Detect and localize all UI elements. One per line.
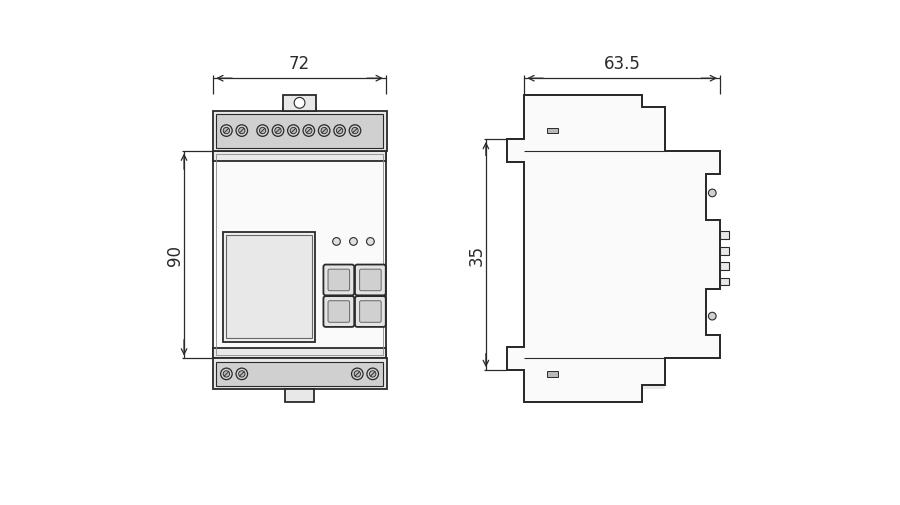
Bar <box>216 362 383 386</box>
Circle shape <box>288 126 299 137</box>
FancyBboxPatch shape <box>323 296 355 327</box>
Circle shape <box>352 368 363 380</box>
Circle shape <box>333 238 340 246</box>
Bar <box>213 152 386 359</box>
Bar <box>213 348 386 359</box>
Circle shape <box>220 368 232 380</box>
Bar <box>213 152 386 162</box>
Bar <box>720 278 729 286</box>
FancyBboxPatch shape <box>323 265 355 296</box>
Circle shape <box>303 126 315 137</box>
Bar <box>212 359 387 389</box>
Bar <box>216 115 383 148</box>
Circle shape <box>366 238 374 246</box>
Circle shape <box>708 190 716 197</box>
Text: 35: 35 <box>468 244 486 266</box>
Circle shape <box>708 313 716 320</box>
Bar <box>284 96 316 111</box>
Circle shape <box>352 128 358 134</box>
FancyBboxPatch shape <box>360 270 382 291</box>
Circle shape <box>349 126 361 137</box>
Bar <box>525 359 665 389</box>
Circle shape <box>370 371 376 377</box>
Circle shape <box>349 238 357 246</box>
Circle shape <box>220 126 232 137</box>
Circle shape <box>354 371 361 377</box>
Circle shape <box>367 368 379 380</box>
Bar <box>547 129 558 134</box>
Text: 72: 72 <box>289 55 310 73</box>
Bar <box>720 247 729 255</box>
Circle shape <box>259 128 266 134</box>
Bar <box>285 389 314 402</box>
Circle shape <box>334 126 346 137</box>
Circle shape <box>306 128 312 134</box>
FancyBboxPatch shape <box>355 265 386 296</box>
FancyBboxPatch shape <box>328 301 349 323</box>
Circle shape <box>238 371 245 377</box>
Text: 90: 90 <box>166 244 184 266</box>
Circle shape <box>238 128 245 134</box>
FancyBboxPatch shape <box>355 296 386 327</box>
Bar <box>525 111 665 152</box>
Circle shape <box>272 126 284 137</box>
Bar <box>547 372 558 377</box>
Circle shape <box>337 128 343 134</box>
Circle shape <box>274 128 281 134</box>
Circle shape <box>319 126 330 137</box>
Polygon shape <box>508 96 720 402</box>
FancyBboxPatch shape <box>328 270 349 291</box>
FancyBboxPatch shape <box>360 301 382 323</box>
Circle shape <box>223 371 230 377</box>
Text: 63.5: 63.5 <box>604 55 641 73</box>
Circle shape <box>236 126 248 137</box>
Circle shape <box>223 128 230 134</box>
Circle shape <box>294 98 305 109</box>
Bar <box>222 233 315 342</box>
Circle shape <box>236 368 248 380</box>
Bar <box>226 236 312 339</box>
Circle shape <box>321 128 328 134</box>
Bar <box>216 155 382 356</box>
Bar <box>720 232 729 240</box>
Bar <box>720 263 729 270</box>
Circle shape <box>256 126 268 137</box>
Circle shape <box>290 128 297 134</box>
Bar <box>212 111 387 152</box>
